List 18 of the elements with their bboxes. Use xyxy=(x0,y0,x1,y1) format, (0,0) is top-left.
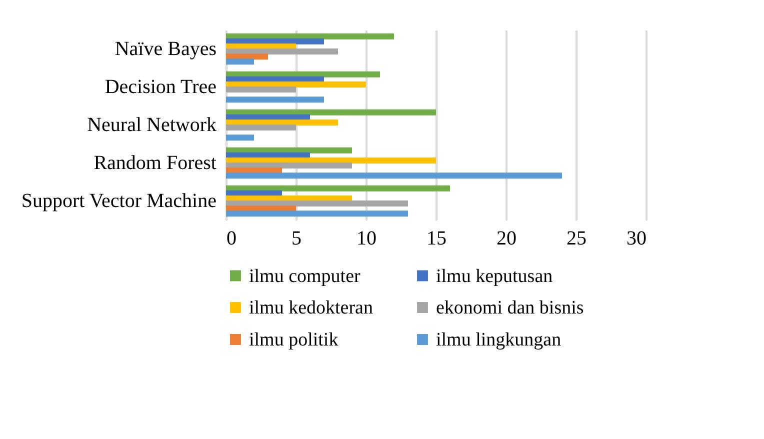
legend-label: ekonomi dan bisnis xyxy=(436,298,584,318)
legend-label: ilmu politik xyxy=(249,330,339,350)
y-tick-label: Support Vector Machine xyxy=(21,190,217,212)
x-tick-label: 30 xyxy=(626,228,646,250)
legend-label: ilmu keputusan xyxy=(436,266,554,287)
x-tick-label: 10 xyxy=(356,228,376,250)
legend-label: ilmu lingkungan xyxy=(436,330,562,350)
y-tick-label: Decision Tree xyxy=(104,76,217,98)
x-tick-label: 0 xyxy=(226,228,236,250)
y-tick-label: Random Forest xyxy=(94,152,217,174)
y-tick-label: Neural Network xyxy=(87,114,216,136)
x-tick-label: 5 xyxy=(292,228,302,250)
y-tick-label: Naïve Bayes xyxy=(114,38,217,60)
x-tick-label: 25 xyxy=(566,228,586,250)
legend-label: ilmu kedokteran xyxy=(249,298,374,318)
x-tick-label: 15 xyxy=(426,228,446,250)
legend-label: ilmu computer xyxy=(249,266,362,287)
x-tick-label: 20 xyxy=(496,228,516,250)
